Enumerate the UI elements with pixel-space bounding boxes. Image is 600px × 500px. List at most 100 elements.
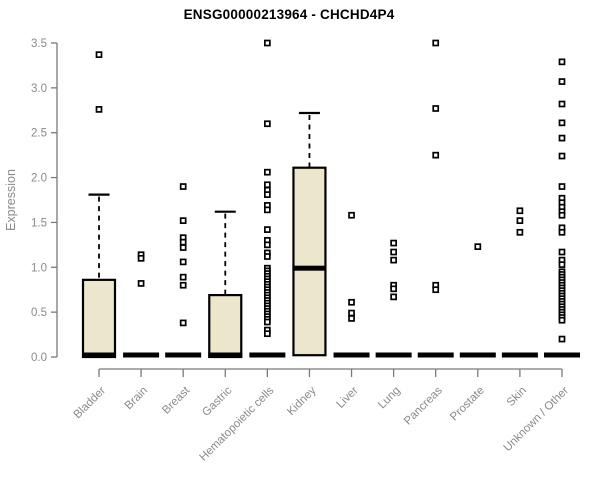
boxplot-breast xyxy=(165,183,202,358)
median-line xyxy=(333,352,370,358)
boxplot-skin xyxy=(501,207,538,358)
chart-title: ENSG00000213964 - CHCHD4P4 xyxy=(183,7,395,22)
x-tick-label: Prostate xyxy=(448,385,487,424)
y-tick-label: 1.5 xyxy=(31,217,47,229)
outlier-point xyxy=(390,239,397,247)
outlier-point xyxy=(348,315,355,322)
outlier-point xyxy=(137,280,145,287)
outlier-point xyxy=(558,134,566,142)
outlier-point xyxy=(432,286,440,294)
outlier-point xyxy=(558,58,566,66)
median-line xyxy=(123,352,160,358)
outlier-point xyxy=(558,335,566,343)
outlier-point xyxy=(264,39,271,47)
outlier-point xyxy=(516,207,524,215)
y-tick-label: 3.0 xyxy=(31,83,47,95)
x-tick-label: Brain xyxy=(123,385,150,412)
outlier-point xyxy=(264,191,271,198)
x-tick-label: Hematopoietic cells xyxy=(197,384,276,463)
boxplot-unknown-other xyxy=(543,58,580,358)
boxplot-hematopoietic-cells xyxy=(249,39,286,358)
outlier-point xyxy=(474,243,482,251)
boxplot-gastric xyxy=(208,210,243,359)
outlier-point xyxy=(179,281,187,289)
outlier-point xyxy=(179,183,187,190)
outlier-point xyxy=(264,241,271,249)
x-tick-label: Lung xyxy=(376,385,403,412)
outlier-point xyxy=(264,168,271,176)
outlier-point xyxy=(348,309,355,317)
x-tick-label: Kidney xyxy=(285,384,319,418)
outlier-point xyxy=(558,183,566,190)
median-line xyxy=(543,352,580,358)
outlier-point xyxy=(95,106,103,113)
outlier-point xyxy=(516,228,524,236)
outlier-point xyxy=(264,330,271,338)
y-tick-label: 0.5 xyxy=(31,307,47,319)
y-tick-label: 1.0 xyxy=(31,262,47,274)
median-line xyxy=(417,352,454,358)
x-tick-label: Breast xyxy=(160,384,193,417)
x-tick-label: Skin xyxy=(505,385,529,409)
outlier-point xyxy=(558,248,566,256)
x-tick-label: Bladder xyxy=(72,385,109,422)
outlier-point xyxy=(432,105,440,112)
outlier-point xyxy=(516,217,524,224)
outlier-point xyxy=(558,78,566,85)
outlier-point xyxy=(179,319,187,327)
box xyxy=(81,278,117,359)
median-line xyxy=(249,352,286,358)
outlier-point xyxy=(558,316,566,324)
outlier-point xyxy=(390,248,397,256)
median-line xyxy=(292,265,327,271)
y-tick-label: 2.5 xyxy=(31,128,47,140)
outlier-point xyxy=(432,39,440,47)
median-line xyxy=(82,352,116,358)
outlier-point xyxy=(264,120,271,128)
boxplot-pancreas xyxy=(417,39,454,358)
boxplot-liver xyxy=(333,211,370,358)
outlier-point xyxy=(264,226,271,233)
outlier-point xyxy=(264,206,271,214)
outlier-point xyxy=(432,151,440,159)
outlier-point xyxy=(558,100,566,108)
boxplot-prostate xyxy=(459,243,496,358)
outlier-point xyxy=(137,254,145,262)
y-axis-title: Expression xyxy=(4,169,18,231)
x-tick-label: Gastric xyxy=(200,384,234,418)
median-line xyxy=(208,352,243,358)
outlier-point xyxy=(558,211,566,219)
median-line xyxy=(165,352,202,358)
outlier-point xyxy=(179,244,187,251)
outlier-point xyxy=(558,119,566,127)
boxplot-brain xyxy=(123,251,160,358)
outlier-point xyxy=(558,152,566,160)
x-tick-label: Pancreas xyxy=(402,384,445,427)
outlier-point xyxy=(264,253,271,260)
median-line xyxy=(375,352,412,358)
outlier-point xyxy=(390,256,397,264)
median-line xyxy=(501,352,538,358)
outlier-point xyxy=(179,217,187,224)
outlier-point xyxy=(179,258,187,266)
y-tick-label: 2.0 xyxy=(31,173,47,185)
boxplot-lung xyxy=(375,239,412,358)
outlier-point xyxy=(264,318,271,326)
y-tick-label: 0.0 xyxy=(31,352,47,364)
outlier-point xyxy=(95,51,103,59)
outlier-point xyxy=(390,293,397,301)
box xyxy=(208,293,243,359)
outlier-point xyxy=(179,238,187,246)
outlier-point xyxy=(348,298,355,306)
boxplot-kidney xyxy=(292,111,327,357)
median-line xyxy=(459,352,496,358)
outlier-point xyxy=(348,211,355,219)
outlier-point xyxy=(179,273,187,281)
outlier-point xyxy=(558,261,566,268)
y-tick-label: 3.5 xyxy=(31,38,47,50)
outlier-point xyxy=(558,228,566,236)
outlier-point xyxy=(264,181,271,189)
box xyxy=(292,166,327,357)
